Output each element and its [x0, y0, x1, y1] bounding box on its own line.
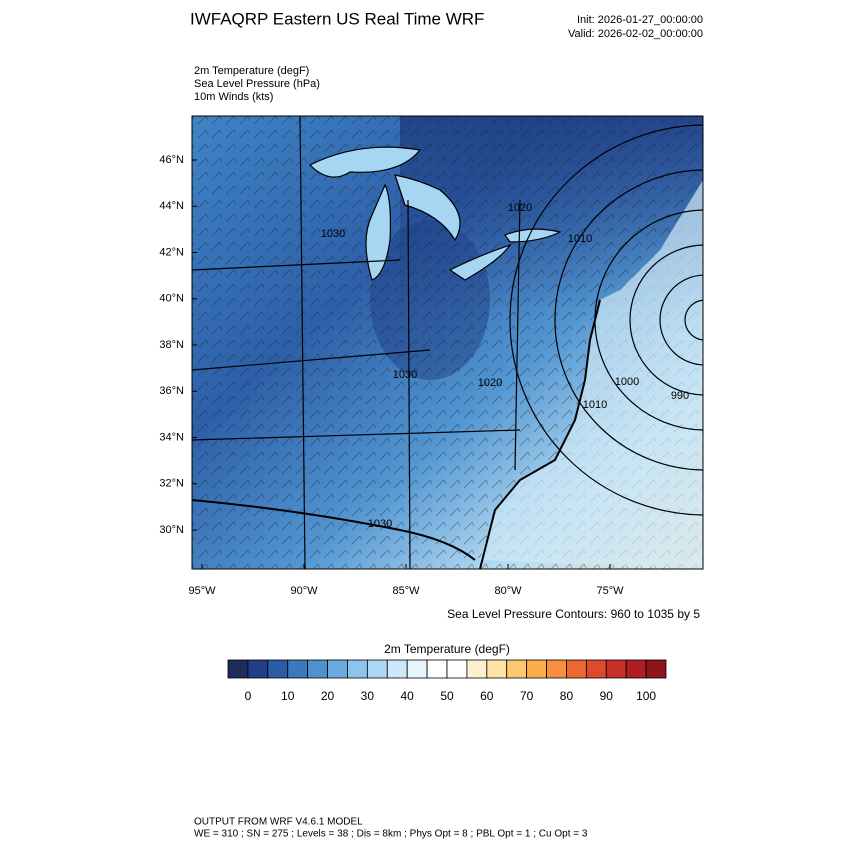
- colorbar-box: [526, 659, 547, 679]
- lon-label: 85°W: [392, 585, 420, 597]
- colorbar-box: [267, 659, 289, 679]
- colorbar-box: [386, 659, 408, 679]
- lon-label: 80°W: [494, 585, 522, 597]
- colorbar: 0 10 20 30 40 50 60 70 80 90 100: [227, 659, 667, 703]
- field-label: Sea Level Pressure (hPa): [194, 78, 320, 90]
- colorbar-label: 80: [560, 689, 574, 703]
- lat-labels: 46°N 44°N 42°N 40°N 38°N 36°N 34°N 32°N 30°N: [159, 154, 197, 536]
- colorbar-box: [546, 659, 567, 679]
- colorbar-box: [446, 659, 468, 679]
- lon-label: 95°W: [188, 585, 216, 597]
- lat-label: 46°N: [159, 154, 184, 166]
- colorbar-box: [585, 659, 607, 679]
- contour-label: 1000: [615, 376, 639, 388]
- title: IWFAQRP Eastern US Real Time WRF: [190, 9, 484, 28]
- colorbar-box: [645, 659, 667, 679]
- colorbar-label: 20: [321, 689, 335, 703]
- lon-label: 90°W: [290, 585, 318, 597]
- contour-label: 1010: [583, 399, 607, 411]
- lat-label: 44°N: [159, 200, 184, 212]
- colorbar-box: [426, 659, 448, 679]
- footer-line: OUTPUT FROM WRF V4.6.1 MODEL: [194, 817, 363, 828]
- lat-label: 38°N: [159, 339, 184, 351]
- colorbar-box: [486, 659, 508, 679]
- colorbar-box: [566, 659, 587, 679]
- colorbar-box: [466, 659, 488, 679]
- lat-label: 30°N: [159, 524, 184, 536]
- footer-line: WE = 310 ; SN = 275 ; Levels = 38 ; Dis …: [194, 829, 588, 840]
- contour-labels: 1020 1010 1030 1030 1020 1000 990 1010 1…: [321, 202, 689, 530]
- contour-label: 1030: [368, 518, 392, 530]
- lat-label: 36°N: [159, 385, 184, 397]
- colorbar-box: [366, 659, 388, 679]
- valid-time: Valid: 2026-02-02_00:00:00: [568, 28, 703, 40]
- colorbar-label: 0: [245, 689, 252, 703]
- contour-note: Sea Level Pressure Contours: 960 to 1035…: [447, 607, 700, 621]
- colorbar-label: 50: [440, 689, 454, 703]
- colorbar-label: 70: [520, 689, 534, 703]
- field-label: 10m Winds (kts): [194, 91, 273, 103]
- colorbar-box: [625, 659, 647, 679]
- contour-label: 1010: [568, 233, 592, 245]
- colorbar-box: [347, 659, 368, 679]
- lon-labels: 95°W 90°W 85°W 80°W 75°W: [188, 564, 624, 597]
- colorbar-box: [247, 659, 269, 679]
- contour-label: 1030: [393, 369, 417, 381]
- lat-label: 40°N: [159, 293, 184, 305]
- colorbar-box: [327, 659, 348, 679]
- lat-label: 34°N: [159, 431, 184, 443]
- lon-label: 75°W: [596, 585, 624, 597]
- colorbar-label: 90: [600, 689, 614, 703]
- map-frame: [191, 115, 704, 570]
- field-label: 2m Temperature (degF): [194, 65, 309, 77]
- lat-label: 32°N: [159, 478, 184, 490]
- colorbar-box: [605, 659, 627, 679]
- colorbar-label: 100: [636, 689, 656, 703]
- contour-label: 990: [671, 390, 689, 402]
- colorbar-box: [227, 659, 249, 679]
- lat-label: 42°N: [159, 246, 184, 258]
- colorbar-label: 10: [281, 689, 295, 703]
- contour-label: 1030: [321, 228, 345, 240]
- colorbar-title: 2m Temperature (degF): [384, 642, 510, 656]
- map: [192, 116, 703, 569]
- colorbar-box: [287, 659, 309, 679]
- colorbar-label: 30: [361, 689, 375, 703]
- contour-label: 1020: [508, 202, 532, 214]
- init-time: Init: 2026-01-27_00:00:00: [577, 14, 703, 26]
- colorbar-label: 60: [480, 689, 494, 703]
- colorbar-box: [506, 659, 528, 679]
- contour-label: 1020: [478, 377, 502, 389]
- colorbar-label: 40: [401, 689, 415, 703]
- colorbar-box: [406, 659, 428, 679]
- colorbar-box: [307, 659, 328, 679]
